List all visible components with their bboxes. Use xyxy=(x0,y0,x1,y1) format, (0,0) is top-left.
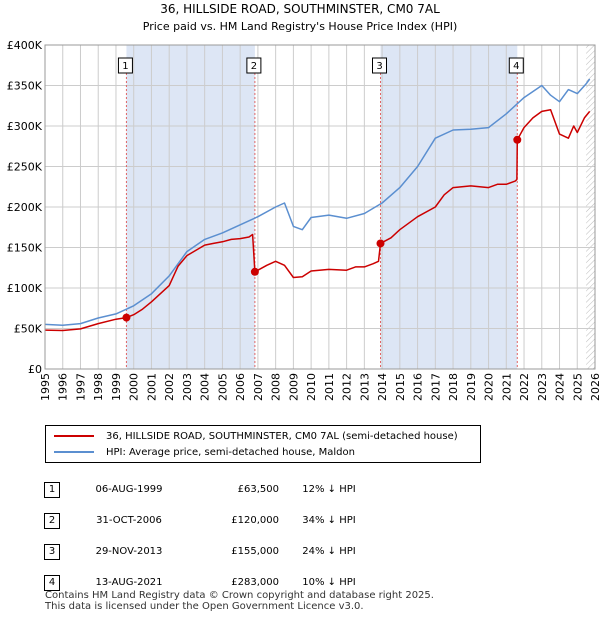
y-tick-label: £100K xyxy=(7,282,43,295)
sale-hpi-delta: 34% ↓ HPI xyxy=(302,515,356,526)
x-tick-label: 2017 xyxy=(429,373,442,401)
table-row: 2 31-OCT-2006 £120,000 34% ↓ HPI xyxy=(44,505,379,536)
x-tick-label: 2023 xyxy=(536,373,549,401)
sale-hpi-delta: 12% ↓ HPI xyxy=(302,484,356,495)
legend: 36, HILLSIDE ROAD, SOUTHMINSTER, CM0 7AL… xyxy=(45,425,481,463)
y-tick-label: £350K xyxy=(7,80,43,93)
sale-hpi-delta: 24% ↓ HPI xyxy=(302,546,356,557)
sale-price: £63,500 xyxy=(237,484,279,495)
table-row: 4 13-AUG-2021 £283,000 10% ↓ HPI xyxy=(44,567,379,598)
x-tick-label: 2011 xyxy=(323,373,336,401)
sale-point xyxy=(122,313,131,322)
sale-hpi-delta: 10% ↓ HPI xyxy=(302,577,356,588)
y-tick-label: £400K xyxy=(7,39,43,52)
sale-date: 13-AUG-2021 xyxy=(95,577,163,588)
x-tick-label: 2012 xyxy=(341,373,354,401)
y-tick-label: £50K xyxy=(14,323,43,336)
x-tick-label: 2026 xyxy=(589,373,600,401)
sale-date: 31-OCT-2006 xyxy=(96,515,162,526)
x-tick-label: 2010 xyxy=(305,373,318,401)
table-row: 3 29-NOV-2013 £155,000 24% ↓ HPI xyxy=(44,536,379,567)
x-tick-label: 1996 xyxy=(57,373,70,401)
chart-subtitle: Price paid vs. HM Land Registry's House … xyxy=(143,20,458,33)
x-tick-label: 2014 xyxy=(376,373,389,401)
sale-marker-label: 4 xyxy=(44,574,60,591)
sale-marker-label: 3 xyxy=(44,543,60,560)
sale-number-label: 3 xyxy=(376,61,382,72)
hpi-line xyxy=(44,78,591,327)
property-price-line xyxy=(44,109,591,332)
y-tick-label: £150K xyxy=(7,242,43,255)
sale-date: 06-AUG-1999 xyxy=(95,484,163,495)
x-tick-label: 2004 xyxy=(199,373,212,401)
legend-item-property: 36, HILLSIDE ROAD, SOUTHMINSTER, CM0 7AL… xyxy=(54,429,458,443)
legend-item-hpi: HPI: Average price, semi-detached house,… xyxy=(54,445,355,459)
x-tick-label: 2020 xyxy=(483,373,496,401)
x-tick-label: 2018 xyxy=(447,373,460,401)
legend-label-hpi: HPI: Average price, semi-detached house,… xyxy=(106,446,355,458)
x-tick-label: 1997 xyxy=(74,373,87,401)
legend-swatch-property xyxy=(54,435,94,437)
x-tick-label: 2000 xyxy=(128,373,141,401)
sale-number-box xyxy=(117,57,133,74)
x-tick-label: 2003 xyxy=(181,373,194,401)
chart-title: 36, HILLSIDE ROAD, SOUTHMINSTER, CM0 7AL xyxy=(160,2,440,16)
sale-marker-label: 2 xyxy=(44,512,60,529)
footer-licence: This data is licensed under the Open Gov… xyxy=(45,601,364,612)
sale-point xyxy=(376,239,385,248)
x-tick-label: 2022 xyxy=(518,373,531,401)
x-tick-label: 1998 xyxy=(92,373,105,401)
sale-point xyxy=(513,135,522,144)
x-tick-label: 2021 xyxy=(500,373,513,401)
sale-number-label: 4 xyxy=(513,61,519,72)
sale-marker-label: 1 xyxy=(44,481,60,498)
x-tick-label: 2025 xyxy=(571,373,584,401)
x-tick-label: 2008 xyxy=(270,373,283,401)
plot-frame xyxy=(44,44,596,370)
legend-label-property: 36, HILLSIDE ROAD, SOUTHMINSTER, CM0 7AL… xyxy=(106,430,458,442)
sale-number-box xyxy=(372,57,387,74)
x-tick-label: 2013 xyxy=(358,373,371,401)
sale-date: 29-NOV-2013 xyxy=(95,546,163,557)
x-tick-label: 2006 xyxy=(234,373,247,401)
x-tick-label: 2002 xyxy=(163,373,176,401)
y-tick-label: £250K xyxy=(7,161,43,174)
sale-number-label: 1 xyxy=(122,61,128,72)
x-tick-label: 1999 xyxy=(110,373,123,401)
price-chart: 36, HILLSIDE ROAD, SOUTHMINSTER, CM0 7AL… xyxy=(7,2,600,401)
x-tick-label: 2024 xyxy=(554,373,567,401)
sale-price: £120,000 xyxy=(231,515,279,526)
y-tick-label: £200K xyxy=(7,201,43,214)
footer-copyright: Contains HM Land Registry data © Crown c… xyxy=(45,590,434,601)
sale-price: £155,000 xyxy=(231,546,279,557)
sale-number-box xyxy=(508,57,524,74)
x-tick-label: 1995 xyxy=(39,373,52,401)
y-tick-label: £300K xyxy=(7,120,43,133)
transactions-table: 1 06-AUG-1999 £63,500 12% ↓ HPI 2 31-OCT… xyxy=(44,474,379,598)
sale-point xyxy=(250,267,259,276)
footer: Contains HM Land Registry data © Crown c… xyxy=(45,590,434,612)
y-tick-label: £0 xyxy=(28,363,42,376)
x-tick-label: 2019 xyxy=(465,373,478,401)
x-tick-label: 2007 xyxy=(252,373,265,401)
sale-number-box xyxy=(246,57,262,74)
table-row: 1 06-AUG-1999 £63,500 12% ↓ HPI xyxy=(44,474,379,505)
x-tick-label: 2001 xyxy=(145,373,158,401)
x-tick-label: 2009 xyxy=(287,373,300,401)
x-tick-label: 2005 xyxy=(216,373,229,401)
sale-number-label: 2 xyxy=(251,61,257,72)
sale-price: £283,000 xyxy=(231,577,279,588)
x-tick-label: 2016 xyxy=(412,373,425,401)
x-tick-label: 2015 xyxy=(394,373,407,401)
legend-swatch-hpi xyxy=(54,451,94,453)
